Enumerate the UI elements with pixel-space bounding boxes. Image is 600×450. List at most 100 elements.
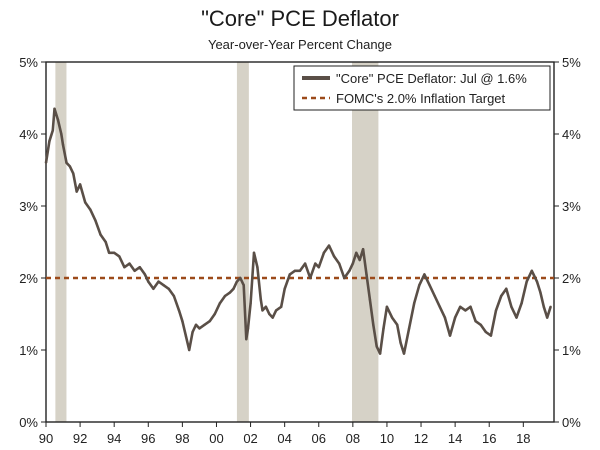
y-tick-label-right: 0% <box>562 415 581 430</box>
series-point <box>60 132 63 136</box>
series-point <box>184 334 187 337</box>
x-tick-label: 96 <box>141 431 155 446</box>
series-point <box>172 294 176 298</box>
series-point <box>223 294 227 298</box>
series-point <box>327 244 331 247</box>
y-tick-label-right: 3% <box>562 199 581 214</box>
series-point <box>187 348 191 352</box>
series-point <box>53 107 56 111</box>
legend-series-label: "Core" PCE Deflator: Jul @ 1.6% <box>336 71 527 86</box>
series-point <box>479 323 482 326</box>
y-tick-label-right: 2% <box>562 271 581 286</box>
series-point <box>469 305 472 308</box>
series-point <box>489 334 493 337</box>
plot-frame <box>45 61 555 423</box>
series-point <box>303 262 307 265</box>
x-tick-label: 90 <box>39 431 53 446</box>
series-point <box>368 298 372 301</box>
series-point <box>520 302 523 305</box>
series-point <box>167 287 170 290</box>
series-point <box>280 305 283 308</box>
series-point <box>464 309 467 312</box>
series-point <box>494 309 498 312</box>
series-point <box>413 302 416 305</box>
series-point <box>271 316 274 319</box>
series-point <box>56 118 60 121</box>
series-point <box>78 183 82 186</box>
series-point <box>314 262 317 265</box>
series-point <box>293 269 297 272</box>
series-point <box>510 305 513 308</box>
series-point <box>375 345 378 348</box>
recession-shading <box>55 62 379 422</box>
series-point <box>505 287 508 290</box>
series-point <box>239 276 242 280</box>
series-point <box>213 312 216 316</box>
series-point <box>68 165 72 168</box>
series-point <box>545 316 549 319</box>
series-point <box>104 240 107 244</box>
series-point <box>123 266 126 269</box>
y-tick-label-left: 3% <box>19 199 38 214</box>
series-point <box>232 287 235 290</box>
series-point <box>99 233 102 236</box>
legend: "Core" PCE Deflator: Jul @ 1.6% FOMC's 2… <box>293 65 551 111</box>
series-point <box>549 305 552 308</box>
series-point <box>48 140 51 143</box>
series-point <box>112 251 116 254</box>
series-point <box>208 320 211 323</box>
series-point <box>203 323 206 326</box>
series-point <box>218 302 222 305</box>
series-point <box>390 316 394 319</box>
series-point <box>438 305 441 308</box>
series-point <box>94 219 97 222</box>
series-point <box>433 294 436 298</box>
x-tick-label: 98 <box>175 431 189 446</box>
series-point <box>351 262 355 265</box>
series-point <box>261 309 264 312</box>
series-point <box>298 269 302 272</box>
series-point <box>378 352 382 355</box>
series-point <box>138 266 141 269</box>
x-tick-label: 18 <box>516 431 530 446</box>
chart-subtitle: Year-over-Year Percent Change <box>207 37 393 52</box>
series-point <box>75 190 78 193</box>
core-pce-series-line <box>44 107 552 355</box>
series-point <box>309 276 312 280</box>
legend-box <box>293 65 551 111</box>
series-point <box>157 280 160 283</box>
recession-bar-1 <box>236 62 249 422</box>
chart-title: "Core" PCE Deflator <box>201 6 399 31</box>
y-tick-label-left: 5% <box>19 55 38 70</box>
y-tick-label-left: 4% <box>19 127 38 142</box>
series-point <box>274 309 278 312</box>
x-tick-label: 12 <box>414 431 428 446</box>
series-point <box>399 341 402 344</box>
series-points <box>44 107 552 355</box>
series-point <box>133 269 136 272</box>
x-tick-label: 14 <box>448 431 462 446</box>
series-point <box>147 280 150 283</box>
series-point <box>245 338 248 341</box>
series-point <box>177 309 181 312</box>
y-tick-label-left: 2% <box>19 271 38 286</box>
series-point <box>191 330 194 334</box>
series-point <box>499 294 503 298</box>
series-point <box>322 251 326 254</box>
series-point <box>542 305 545 308</box>
series-point <box>348 269 351 272</box>
series-point <box>84 201 87 204</box>
series-point <box>44 161 48 164</box>
series-point <box>395 323 399 326</box>
series-point <box>246 327 250 330</box>
series-point <box>65 161 68 164</box>
series-point <box>143 273 147 276</box>
series-point <box>89 208 92 211</box>
series-point <box>51 129 55 132</box>
x-tick-label: 08 <box>346 431 360 446</box>
series-point <box>228 291 232 294</box>
series-point <box>448 334 452 337</box>
x-tick-label: 00 <box>209 431 223 446</box>
series-point <box>338 262 341 265</box>
